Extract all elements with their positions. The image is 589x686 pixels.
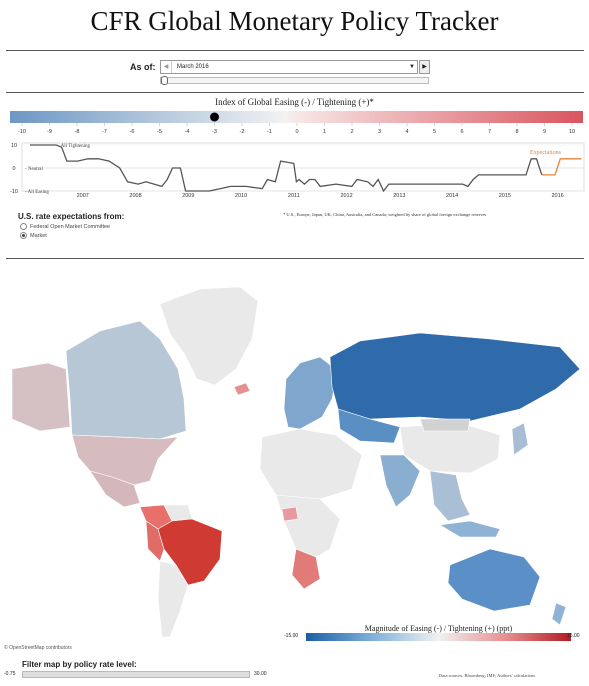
index-series-line — [30, 144, 543, 193]
country-argentina[interactable] — [157, 560, 189, 638]
y-tick-label: -10 — [10, 189, 18, 195]
country-greenland[interactable] — [159, 286, 259, 386]
chevron-down-icon[interactable]: ▼ — [409, 64, 415, 70]
magnitude-legend-title: Magnitude of Easing (-) / Tightening (+)… — [364, 624, 513, 633]
y-tick-label: 0 — [12, 166, 15, 172]
prev-icon[interactable]: ◀ — [161, 61, 172, 73]
filter-max: 30.00 — [254, 671, 267, 677]
country-iceland[interactable] — [233, 382, 251, 396]
index-tick-label: -7 — [102, 129, 107, 135]
magnitude-max: 15.00 — [567, 633, 580, 639]
index-tick-label: 5 — [433, 129, 436, 135]
country-mongolia[interactable] — [419, 418, 471, 432]
index-tick-label: 0 — [295, 129, 298, 135]
index-tick-label: -8 — [75, 129, 80, 135]
section-divider — [6, 92, 584, 93]
index-tick-label: -2 — [240, 129, 245, 135]
easing-tightening-line-chart: 10 0 -10 2007 2008 2009 2010 2011 2012 2013 2014 2… — [10, 142, 585, 199]
index-tick-label: 2 — [350, 129, 353, 135]
reference-label: - Neutral — [25, 167, 44, 172]
index-tick-label: 4 — [405, 129, 408, 135]
magnitude-legend-bar — [306, 633, 571, 641]
index-tick-label: 8 — [515, 129, 518, 135]
radio-label: Market — [30, 232, 47, 239]
map-divider — [6, 258, 584, 259]
index-tick-label: -1 — [267, 129, 272, 135]
radio-label: Federal Open Market Committee — [30, 223, 111, 230]
as-of-label: As of: — [130, 62, 156, 72]
index-tick-label: 9 — [543, 129, 546, 135]
country-brazil[interactable] — [157, 518, 223, 586]
radio-button-selected[interactable] — [20, 232, 27, 239]
footnote: * U.S., Europe, Japan, UK, China, Austra… — [283, 212, 487, 217]
source-note: Data sources: Bloomberg; IMF; Authors' c… — [439, 673, 536, 678]
y-tick-label: 10 — [11, 143, 17, 149]
x-tick-label: 2010 — [235, 193, 247, 199]
index-tick-label: -6 — [130, 129, 135, 135]
index-tick-label: 6 — [460, 129, 463, 135]
current-index-marker — [210, 112, 219, 122]
country-mexico[interactable] — [89, 470, 141, 508]
region-europe[interactable] — [283, 356, 339, 430]
index-tick-label: 10 — [569, 129, 575, 135]
expectations-label: Expectations — [530, 150, 562, 156]
next-button[interactable]: ▶ — [419, 60, 430, 74]
country-new-zealand[interactable] — [551, 602, 567, 626]
index-tick-label: -4 — [185, 129, 190, 135]
x-tick-label: 2009 — [182, 193, 194, 199]
country-usa[interactable] — [71, 434, 179, 486]
radio-button[interactable] — [20, 223, 27, 230]
radio-fomc[interactable]: Federal Open Market Committee — [20, 223, 110, 230]
x-tick-label: 2012 — [340, 193, 352, 199]
x-tick-label: 2014 — [446, 193, 458, 199]
region-central-africa[interactable] — [275, 494, 341, 558]
index-tick-label: 1 — [323, 129, 326, 135]
x-tick-label: 2015 — [499, 193, 511, 199]
x-tick-label: 2016 — [551, 193, 563, 199]
filter-min: -0.75 — [4, 671, 16, 677]
country-south-africa[interactable] — [291, 548, 321, 590]
radio-market[interactable]: Market — [20, 232, 47, 239]
date-slider-track[interactable] — [160, 77, 429, 84]
magnitude-min: -15.00 — [284, 633, 299, 639]
index-tick-label: -3 — [212, 129, 217, 135]
reference-label: - All Easing — [25, 190, 49, 195]
index-tick-label: -9 — [47, 129, 52, 135]
us-rate-label: U.S. rate expectations from: — [18, 212, 125, 221]
country-japan[interactable] — [511, 422, 529, 456]
country-russia[interactable] — [329, 332, 581, 422]
x-tick-label: 2013 — [393, 193, 405, 199]
index-tick-label: 3 — [378, 129, 381, 135]
x-tick-label: 2007 — [77, 193, 89, 199]
country-peru[interactable] — [145, 520, 165, 562]
country-australia[interactable] — [447, 548, 541, 612]
country-indonesia[interactable] — [439, 520, 501, 538]
index-scale: -10 -9 -8 -7 -6 -5 -4 -3 -2 -1 0 1 2 3 4 5 6 7 8 9 10 — [10, 111, 583, 135]
expectations-series-line — [541, 158, 582, 176]
as-of-dropdown[interactable]: ◀ March 2016 ▼ — [160, 60, 418, 74]
date-slider-thumb[interactable] — [161, 76, 168, 85]
x-tick-label: 2008 — [129, 193, 141, 199]
country-kazakhstan[interactable] — [337, 408, 401, 444]
index-tick-label: -5 — [157, 129, 162, 135]
filter-slider-track[interactable] — [22, 671, 250, 678]
filter-label: Filter map by policy rate level: — [22, 660, 137, 669]
as-of-value: March 2016 — [177, 64, 209, 70]
country-india[interactable] — [379, 454, 421, 508]
reference-label: - All Tightening — [58, 144, 90, 149]
page-title: CFR Global Monetary Policy Tracker — [90, 6, 499, 36]
country-alaska[interactable] — [11, 362, 71, 432]
region-southeast-asia[interactable] — [429, 470, 471, 522]
index-tick-label: 7 — [488, 129, 491, 135]
title-divider — [6, 50, 584, 51]
region-north-africa[interactable] — [259, 428, 363, 500]
country-nigeria[interactable] — [281, 506, 299, 522]
osm-credit: © OpenStreetMap contributors — [4, 645, 72, 651]
index-title: Index of Global Easing (-) / Tightening … — [215, 97, 374, 107]
x-tick-label: 2011 — [288, 193, 300, 199]
index-tick-label: -10 — [18, 129, 26, 135]
world-map[interactable] — [0, 259, 589, 649]
index-gradient — [10, 111, 583, 123]
country-canada[interactable] — [65, 320, 187, 440]
